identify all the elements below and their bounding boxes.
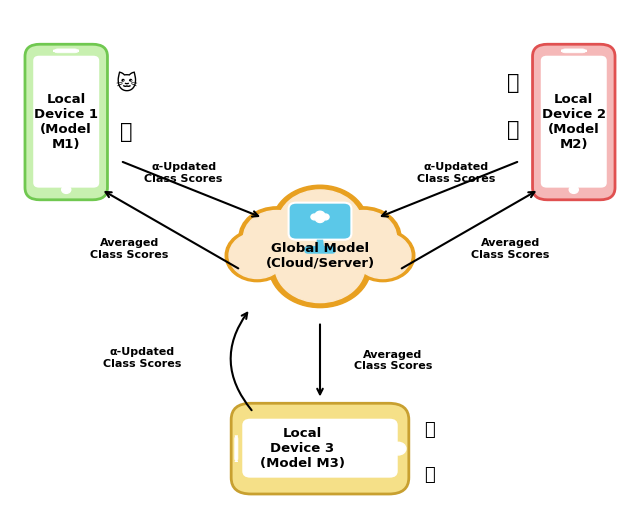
FancyBboxPatch shape [33, 56, 99, 188]
Text: α-Updated
Class Scores: α-Updated Class Scores [417, 162, 495, 183]
Circle shape [243, 211, 310, 265]
Circle shape [355, 233, 411, 279]
Text: Local
Device 1
(Model
M1): Local Device 1 (Model M1) [34, 93, 98, 151]
FancyBboxPatch shape [235, 436, 238, 461]
Text: 🐱: 🐱 [116, 73, 138, 93]
Text: 🐑: 🐑 [424, 421, 435, 440]
Circle shape [61, 186, 71, 193]
Circle shape [278, 190, 362, 259]
Text: 🐶: 🐶 [508, 73, 520, 93]
Text: α-Updated
Class Scores: α-Updated Class Scores [103, 347, 182, 369]
Text: 🐘: 🐘 [424, 465, 435, 484]
FancyBboxPatch shape [304, 246, 336, 254]
FancyBboxPatch shape [231, 403, 409, 494]
Circle shape [269, 224, 371, 308]
FancyBboxPatch shape [541, 56, 607, 188]
Circle shape [390, 442, 406, 455]
Circle shape [311, 214, 318, 220]
Text: Averaged
Class Scores: Averaged Class Scores [471, 238, 550, 260]
Circle shape [569, 186, 579, 193]
Circle shape [316, 215, 324, 223]
Text: α-Updated
Class Scores: α-Updated Class Scores [145, 162, 223, 183]
Circle shape [229, 233, 285, 279]
Circle shape [326, 207, 401, 268]
FancyBboxPatch shape [260, 249, 380, 271]
Circle shape [330, 211, 397, 265]
FancyBboxPatch shape [54, 49, 79, 53]
Polygon shape [316, 239, 324, 249]
Text: 🐶: 🐶 [120, 123, 132, 143]
FancyBboxPatch shape [532, 44, 615, 200]
Text: 🐑: 🐑 [508, 120, 520, 140]
Text: Global Model
(Cloud/Server): Global Model (Cloud/Server) [266, 242, 374, 269]
Circle shape [351, 230, 415, 281]
FancyBboxPatch shape [25, 44, 108, 200]
Circle shape [322, 214, 329, 220]
Text: Local
Device 2
(Model
M2): Local Device 2 (Model M2) [542, 93, 606, 151]
FancyBboxPatch shape [289, 203, 351, 239]
FancyBboxPatch shape [243, 419, 397, 478]
Text: Local
Device 3
(Model M3): Local Device 3 (Model M3) [260, 427, 345, 470]
Circle shape [275, 228, 365, 302]
Circle shape [225, 230, 289, 281]
Text: Averaged
Class Scores: Averaged Class Scores [354, 350, 432, 372]
FancyBboxPatch shape [561, 49, 586, 53]
Circle shape [239, 207, 314, 268]
Circle shape [316, 211, 324, 219]
Text: Averaged
Class Scores: Averaged Class Scores [90, 238, 169, 260]
Circle shape [272, 185, 368, 264]
